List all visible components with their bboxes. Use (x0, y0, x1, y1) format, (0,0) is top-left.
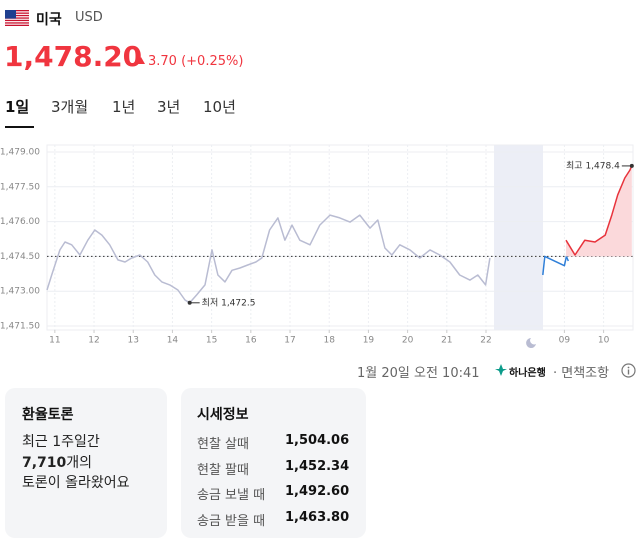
quote-value: 1,504.06 (285, 433, 350, 448)
x-tick-label: 13 (128, 336, 139, 346)
up-arrow (137, 57, 145, 64)
tab[interactable]: 3년 (157, 98, 181, 116)
card-text: 개의 (66, 455, 93, 471)
night-band (494, 145, 543, 330)
count: 7,710 (22, 455, 67, 471)
y-tick-label: 1,471.50 (0, 322, 40, 332)
chart: 1,479.00 1,477.50 1,476.00 1,474.50 1,473.00… (0, 144, 634, 348)
tab-underline (5, 126, 34, 128)
annotation-point (187, 300, 192, 305)
tab[interactable]: 10년 (203, 98, 236, 116)
quote-label: 현찰 팔때 (197, 462, 249, 478)
quotes-card: 시세정보 현찰 살때 1,504.06 현찰 팔때 1,452.34 송금 보낼 때 1,… (181, 388, 366, 538)
annotation-point (629, 163, 634, 168)
x-tick-label: 21 (441, 336, 452, 346)
annotation-label: 최고 1,478.4 (566, 160, 620, 171)
x-tick-label: 16 (245, 336, 257, 346)
discussion-card[interactable]: 환율토론 최근 1주일간 7,710개의 토론이 올라왔어요 (5, 388, 167, 538)
x-tick-label: 09 (559, 336, 571, 346)
x-tick-label: 10 (598, 336, 610, 346)
x-tick-label: 19 (363, 336, 375, 346)
price: 1,478.20 (4, 40, 143, 73)
tab[interactable]: 1년 (112, 98, 136, 116)
y-tick-label: 1,473.00 (0, 287, 40, 297)
tab[interactable]: 1일 (5, 98, 30, 116)
y-tick-label: 1,474.50 (0, 252, 40, 262)
us-flag (5, 10, 29, 26)
x-tick-label: 14 (167, 336, 179, 346)
bank: 하나은행 (509, 368, 546, 379)
bank-logo (495, 364, 507, 376)
line (542, 255, 569, 276)
y-tick-label: 1,479.00 (0, 148, 40, 158)
info-icon[interactable] (621, 363, 636, 378)
tab[interactable]: 3개월 (51, 98, 89, 116)
x-tick-label: 12 (88, 336, 99, 346)
card-text: 토론이 올라왔어요 (22, 475, 130, 491)
plot-frame (46, 144, 634, 331)
area (566, 165, 632, 257)
quote-label: 송금 받을 때 (197, 513, 266, 529)
moon-icon (526, 338, 536, 348)
quote-value: 1,463.80 (285, 509, 350, 525)
card-title: 시세정보 (197, 407, 249, 423)
y-tick-label: 1,476.00 (0, 217, 40, 227)
card-title: 환율토론 (22, 407, 74, 423)
quote-label: 송금 보낼 때 (197, 488, 266, 503)
x-tick-label: 17 (284, 336, 295, 346)
currency: USD (75, 10, 103, 25)
x-tick-label: 20 (402, 336, 414, 346)
x-tick-label: 22 (480, 336, 491, 346)
line (565, 165, 633, 256)
x-tick-label: 15 (206, 336, 217, 346)
quote-value: 1,452.34 (285, 458, 350, 474)
disclaimer[interactable]: · 면책조항 (553, 366, 610, 381)
x-tick-label: 11 (49, 336, 60, 346)
timestamp: 1월 20일 오전 10:41 (357, 366, 480, 381)
annotation-label: 최저 1,472.5 (202, 297, 256, 308)
y-tick-label: 1,477.50 (0, 182, 40, 192)
quote-value: 1,492.60 (285, 484, 350, 499)
line (46, 214, 491, 304)
quote-label: 현찰 살때 (197, 437, 249, 452)
card-text: 최근 1주일간 (22, 434, 100, 450)
x-tick-label: 18 (323, 336, 335, 346)
country: 미국 (36, 12, 62, 28)
change: 3.70 (+0.25%) (148, 54, 244, 69)
